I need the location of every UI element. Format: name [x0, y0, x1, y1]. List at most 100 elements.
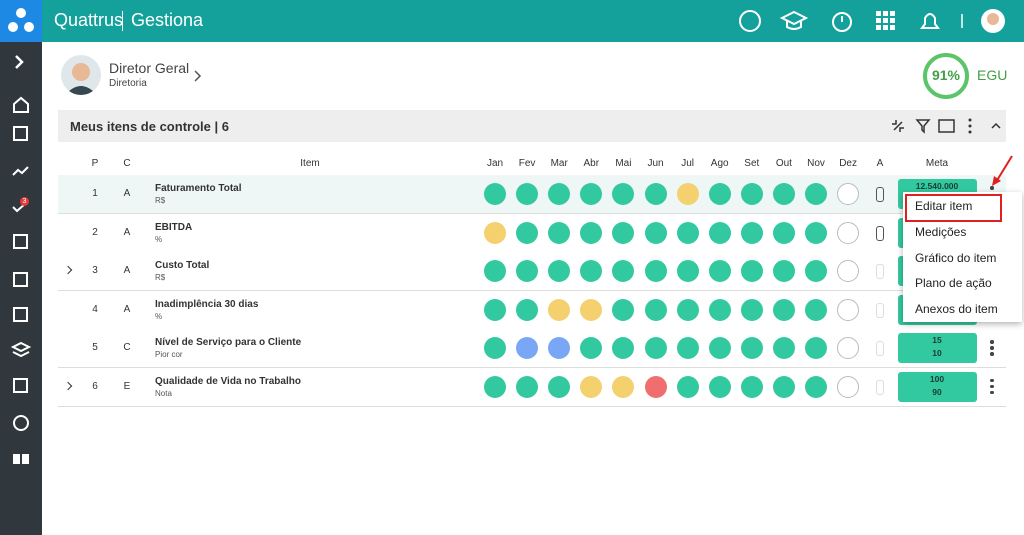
status-circle[interactable] — [516, 221, 539, 244]
status-circle[interactable] — [580, 221, 603, 244]
status-circle[interactable] — [548, 183, 571, 205]
status-circle[interactable] — [644, 260, 667, 282]
status-circle[interactable] — [644, 375, 667, 398]
status-circle[interactable] — [708, 221, 731, 244]
item-name[interactable]: Nível de Serviço para o Cliente — [155, 337, 302, 348]
status-circle[interactable] — [837, 183, 860, 205]
cell-c: A — [123, 265, 131, 276]
status-circle[interactable] — [484, 298, 506, 321]
status-circle[interactable] — [708, 260, 731, 282]
status-circle[interactable] — [644, 221, 667, 244]
chevron[interactable] — [192, 69, 204, 83]
status-circle[interactable] — [580, 337, 603, 359]
logo[interactable] — [0, 0, 42, 42]
status-circle[interactable] — [708, 183, 731, 205]
status-circle[interactable] — [708, 298, 731, 321]
column-header: Jan — [486, 158, 504, 169]
panel-tools[interactable] — [888, 116, 1006, 136]
column-header: Mar — [550, 158, 568, 169]
menu-item[interactable]: Gráfico do item — [915, 250, 997, 265]
status-circle[interactable] — [644, 183, 667, 205]
status-circle[interactable] — [484, 375, 506, 398]
status-circle[interactable] — [612, 298, 635, 321]
avatar — [61, 55, 101, 95]
status-circle[interactable] — [612, 260, 635, 282]
status-circle[interactable] — [772, 298, 795, 321]
row-menu[interactable] — [990, 340, 994, 356]
status-circle[interactable] — [805, 337, 827, 359]
status-circle[interactable] — [580, 375, 603, 398]
status-circle[interactable] — [612, 337, 635, 359]
status-circle[interactable] — [676, 298, 699, 321]
status-circle[interactable] — [676, 221, 699, 244]
status-circle[interactable] — [837, 298, 860, 321]
status-circle[interactable] — [805, 183, 827, 205]
status-circle[interactable] — [548, 260, 571, 282]
status-circle[interactable] — [516, 260, 539, 282]
row-menu[interactable] — [990, 378, 994, 395]
status-circle[interactable] — [612, 221, 635, 244]
profile-name[interactable]: Diretor Geral — [109, 60, 190, 76]
status-circle[interactable] — [516, 183, 539, 205]
status-circle[interactable] — [484, 183, 506, 205]
item-name[interactable]: EBITDA — [155, 221, 193, 233]
status-circle[interactable] — [772, 260, 795, 282]
status-circle[interactable] — [772, 183, 795, 205]
status-circle[interactable] — [772, 375, 795, 398]
status-circle[interactable] — [805, 375, 827, 398]
status-circle[interactable] — [805, 298, 827, 321]
status-circle[interactable] — [516, 337, 539, 359]
status-circle[interactable] — [548, 221, 571, 244]
status-circle[interactable] — [548, 337, 571, 359]
status-circle[interactable] — [837, 375, 860, 398]
status-circle[interactable] — [740, 375, 763, 398]
item-name[interactable]: Custo Total — [155, 260, 210, 271]
status-circle[interactable] — [708, 337, 731, 359]
status-circle[interactable] — [676, 260, 699, 282]
status-circle[interactable] — [837, 221, 860, 244]
attachment-icon[interactable] — [876, 225, 884, 241]
status-circle[interactable] — [772, 337, 795, 359]
status-circle[interactable] — [676, 337, 699, 359]
status-circle[interactable] — [772, 221, 795, 244]
status-circle[interactable] — [805, 221, 827, 244]
menu-item[interactable]: Medições — [915, 224, 967, 239]
status-circle[interactable] — [740, 298, 763, 321]
status-circle[interactable] — [837, 337, 860, 359]
cell-p: 5 — [92, 342, 98, 353]
status-circle[interactable] — [740, 337, 763, 359]
menu-item[interactable]: Editar item — [915, 199, 973, 213]
status-circle[interactable] — [644, 337, 667, 359]
status-circle[interactable] — [548, 298, 571, 321]
status-circle[interactable] — [484, 337, 506, 359]
item-name[interactable]: Faturamento Total — [155, 183, 242, 194]
status-circle[interactable] — [484, 260, 506, 282]
status-circle[interactable] — [740, 221, 763, 244]
status-circle[interactable] — [837, 260, 860, 282]
status-circle[interactable] — [516, 375, 539, 398]
item-name[interactable]: Inadimplência 30 dias — [155, 298, 259, 310]
dot — [990, 390, 994, 394]
status-circle[interactable] — [548, 375, 571, 398]
status-circle[interactable] — [580, 260, 603, 282]
attachment-icon[interactable] — [876, 187, 884, 202]
status-circle[interactable] — [805, 260, 827, 282]
item-unit: Nota — [155, 388, 172, 398]
status-circle[interactable] — [484, 221, 506, 244]
status-circle[interactable] — [580, 298, 603, 321]
dot — [990, 346, 994, 350]
menu-item[interactable]: Anexos do item — [915, 302, 998, 317]
menu-item[interactable]: Plano de ação — [915, 276, 992, 291]
status-circle[interactable] — [676, 375, 699, 398]
status-circle[interactable] — [612, 183, 635, 205]
status-circle[interactable] — [612, 375, 635, 398]
status-circle[interactable] — [676, 183, 699, 205]
column-header: Dez — [839, 158, 857, 169]
status-circle[interactable] — [740, 260, 763, 282]
status-circle[interactable] — [516, 298, 539, 321]
status-circle[interactable] — [740, 183, 763, 205]
status-circle[interactable] — [644, 298, 667, 321]
item-name[interactable]: Qualidade de Vida no Trabalho — [155, 375, 301, 387]
status-circle[interactable] — [580, 183, 603, 205]
status-circle[interactable] — [708, 375, 731, 398]
